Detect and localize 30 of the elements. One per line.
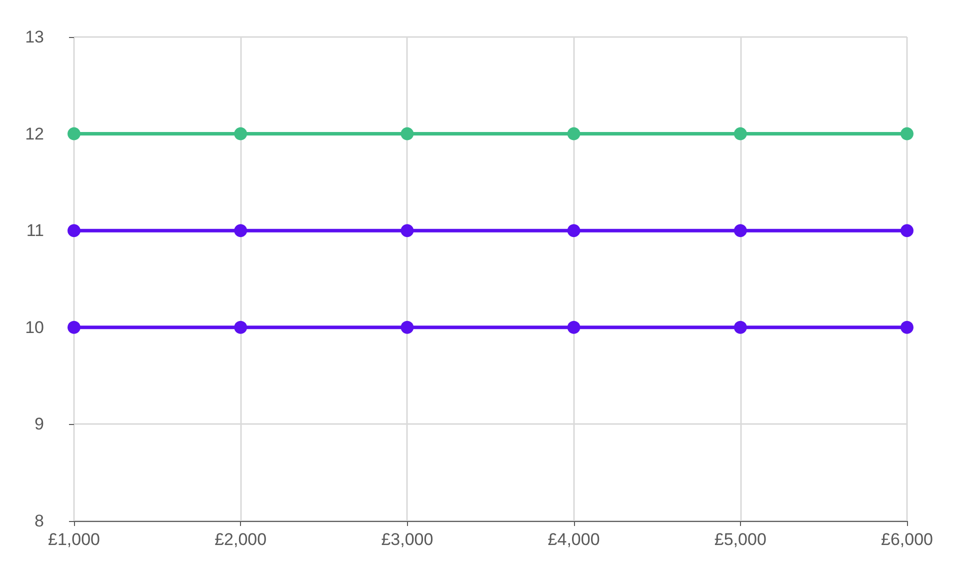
y-tick-label: 8 xyxy=(34,512,44,530)
point xyxy=(567,320,580,334)
y-tick-label: 12 xyxy=(25,124,44,144)
point xyxy=(234,127,248,140)
x-tick-label: £2,000 xyxy=(214,530,267,549)
point xyxy=(68,320,80,334)
point xyxy=(734,320,747,334)
point xyxy=(68,127,80,140)
point xyxy=(734,127,747,140)
point xyxy=(900,127,914,140)
point xyxy=(567,127,580,140)
y-tick-label: 10 xyxy=(25,318,44,337)
x-tick-label: £4,000 xyxy=(548,530,600,549)
point xyxy=(567,224,580,238)
point xyxy=(234,320,248,334)
x-tick-label: £1,000 xyxy=(48,530,100,549)
point xyxy=(900,320,914,334)
point xyxy=(234,224,248,238)
x-tick-label: £6,000 xyxy=(881,530,933,549)
point xyxy=(400,320,414,334)
y-tick-label: 13 xyxy=(25,28,44,46)
x-tick-label: £5,000 xyxy=(714,530,766,549)
point xyxy=(900,224,914,238)
x-tick-label: £3,000 xyxy=(381,530,434,549)
y-tick-label: 11 xyxy=(26,221,44,240)
point xyxy=(400,127,414,140)
point xyxy=(400,224,414,238)
point xyxy=(68,224,80,238)
y-tick-label: 9 xyxy=(34,414,44,434)
point xyxy=(734,224,747,238)
